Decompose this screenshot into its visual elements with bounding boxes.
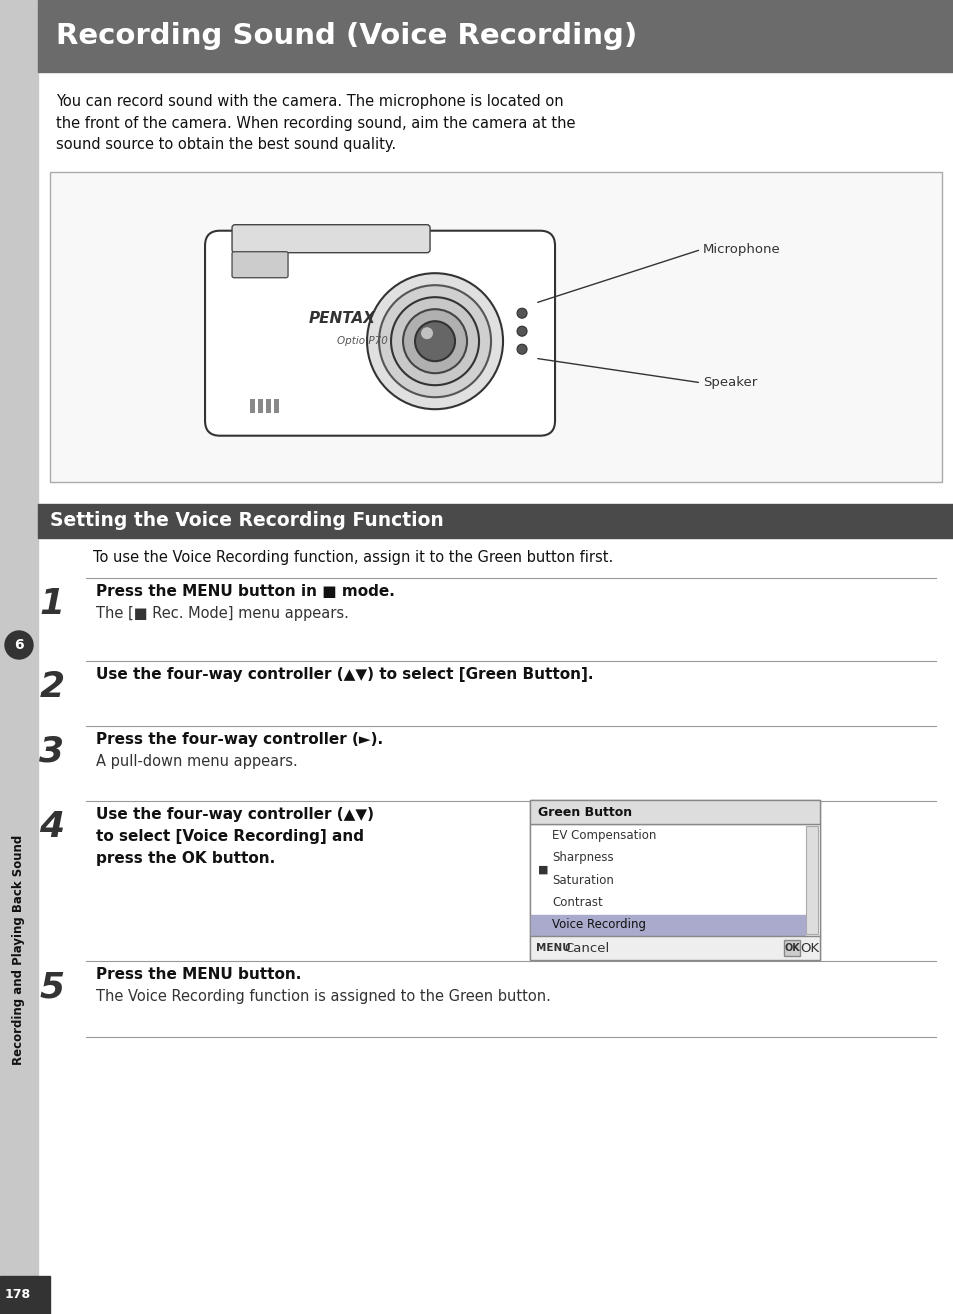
Bar — [266, 398, 271, 413]
Text: Microphone: Microphone — [702, 243, 781, 256]
Circle shape — [517, 344, 526, 355]
Text: Saturation: Saturation — [552, 874, 613, 887]
Circle shape — [391, 297, 478, 385]
Bar — [783, 940, 800, 957]
Text: PENTAX: PENTAX — [308, 310, 375, 326]
Text: 5: 5 — [39, 970, 65, 1004]
Text: You can record sound with the camera. The microphone is located on
the front of : You can record sound with the camera. Th… — [56, 95, 575, 152]
Text: The Voice Recording function is assigned to the Green button.: The Voice Recording function is assigned… — [96, 989, 550, 1004]
Bar — [250, 398, 254, 413]
Text: Recording and Playing Back Sound: Recording and Playing Back Sound — [12, 834, 26, 1066]
Bar — [530, 800, 820, 824]
Text: Contrast: Contrast — [552, 896, 602, 909]
Text: Setting the Voice Recording Function: Setting the Voice Recording Function — [50, 511, 443, 531]
Text: ■: ■ — [537, 865, 548, 875]
Text: 3: 3 — [39, 735, 65, 769]
Text: OK: OK — [783, 943, 799, 953]
Circle shape — [517, 326, 526, 336]
Circle shape — [415, 321, 455, 361]
Text: Use the four-way controller (▲▼) to select [Green Button].: Use the four-way controller (▲▼) to sele… — [96, 668, 593, 682]
Bar — [38, 505, 953, 537]
Text: 2: 2 — [39, 670, 65, 704]
Text: 4: 4 — [39, 809, 65, 844]
Text: EV Compensation: EV Compensation — [552, 829, 656, 842]
Text: Sharpness: Sharpness — [552, 851, 613, 865]
Text: To use the Voice Recording function, assign it to the Green button first.: To use the Voice Recording function, ass… — [92, 551, 613, 565]
Text: Use the four-way controller (▲▼): Use the four-way controller (▲▼) — [96, 807, 374, 823]
Text: press the OK button.: press the OK button. — [96, 851, 275, 866]
FancyBboxPatch shape — [232, 252, 288, 277]
Bar — [0, 0, 38, 1314]
Text: Speaker: Speaker — [702, 376, 757, 389]
Text: 1: 1 — [39, 587, 65, 622]
Bar — [38, 0, 953, 72]
Circle shape — [420, 327, 433, 339]
FancyBboxPatch shape — [232, 225, 430, 252]
Circle shape — [378, 285, 491, 397]
Bar — [805, 827, 817, 934]
Circle shape — [5, 631, 33, 660]
Text: Optio P70: Optio P70 — [336, 336, 387, 346]
Text: 6: 6 — [14, 639, 24, 652]
Text: Cancel: Cancel — [563, 942, 609, 954]
Text: Recording Sound (Voice Recording): Recording Sound (Voice Recording) — [56, 22, 637, 50]
Text: MENU: MENU — [536, 943, 570, 953]
Text: A pull-down menu appears.: A pull-down menu appears. — [96, 754, 297, 769]
Bar — [530, 824, 820, 936]
Circle shape — [367, 273, 502, 409]
Bar — [530, 800, 820, 961]
Text: to select [Voice Recording] and: to select [Voice Recording] and — [96, 829, 364, 844]
Circle shape — [402, 309, 467, 373]
Bar — [531, 915, 804, 936]
Bar — [50, 172, 941, 482]
FancyBboxPatch shape — [205, 231, 555, 436]
Text: OK: OK — [800, 942, 819, 954]
Text: Press the MENU button.: Press the MENU button. — [96, 967, 301, 982]
Text: 178: 178 — [5, 1289, 31, 1301]
Text: Press the four-way controller (►).: Press the four-way controller (►). — [96, 732, 383, 746]
Bar — [530, 936, 820, 961]
Circle shape — [517, 309, 526, 318]
Text: Voice Recording: Voice Recording — [552, 918, 645, 932]
Bar — [274, 398, 278, 413]
Bar — [0, 1276, 50, 1314]
Bar — [257, 398, 263, 413]
Text: The [■ Rec. Mode] menu appears.: The [■ Rec. Mode] menu appears. — [96, 606, 349, 622]
Text: Green Button: Green Button — [537, 805, 632, 819]
Text: Press the MENU button in ■ mode.: Press the MENU button in ■ mode. — [96, 583, 395, 599]
